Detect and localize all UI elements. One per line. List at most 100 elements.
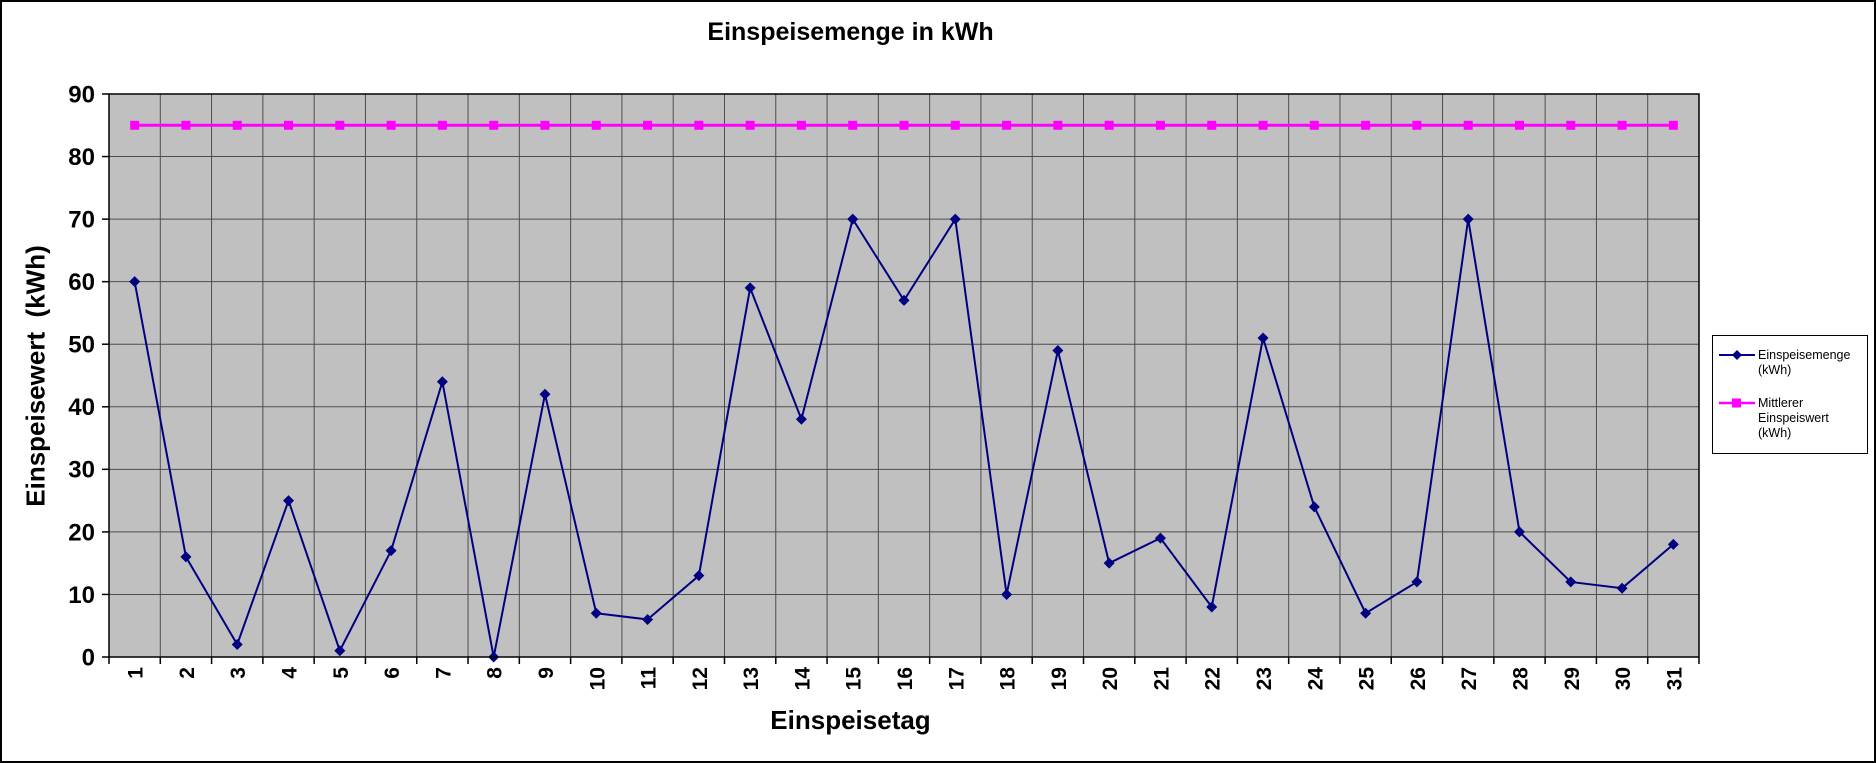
data-point-square-mittlerer-einspeiswert [1207, 120, 1217, 130]
x-tick-label: 21 [1150, 667, 1173, 691]
data-point-square-mittlerer-einspeiswert [1617, 120, 1627, 130]
chart-title: Einspeisemenge in kWh [707, 18, 994, 46]
x-axis-title: Einspeisetag [770, 705, 931, 735]
y-tick-label: 40 [68, 394, 95, 421]
data-point-square-mittlerer-einspeiswert [1514, 120, 1524, 130]
y-tick-label: 70 [68, 207, 95, 234]
x-tick-label: 12 [689, 667, 712, 690]
x-tick-label: 10 [586, 667, 609, 690]
x-tick-label: 22 [1202, 667, 1225, 690]
data-point-diamond-einspeisemenge [1667, 538, 1679, 550]
data-point-diamond-einspeisemenge [180, 551, 192, 563]
data-point-diamond-einspeisemenge [1154, 532, 1166, 544]
data-point-square-mittlerer-einspeiswert [950, 120, 960, 130]
x-tick-label: 25 [1356, 667, 1379, 691]
x-tick-label: 5 [330, 667, 353, 679]
data-point-square-mittlerer-einspeiswert [181, 120, 191, 130]
data-point-diamond-einspeisemenge [1001, 588, 1013, 600]
data-point-diamond-einspeisemenge [1616, 582, 1628, 594]
data-point-diamond-einspeisemenge [693, 570, 705, 582]
data-point-diamond-einspeisemenge [385, 545, 397, 557]
data-point-diamond-einspeisemenge [1308, 501, 1320, 513]
y-tick-label: 0 [82, 644, 95, 671]
legend-entry-einspeisemenge: Einspeisemenge (kWh) [1719, 348, 1863, 378]
x-tick-label: 1 [125, 667, 148, 679]
data-point-diamond-einspeisemenge [436, 376, 448, 388]
data-point-square-mittlerer-einspeiswert [1566, 120, 1576, 130]
legend-label-einspeisemenge: Einspeisemenge (kWh) [1758, 348, 1851, 377]
x-tick-label: 4 [279, 667, 302, 679]
data-point-square-mittlerer-einspeiswert [899, 120, 909, 130]
data-point-diamond-einspeisemenge [1257, 332, 1269, 344]
data-point-square-mittlerer-einspeiswert [745, 120, 755, 130]
data-point-diamond-einspeisemenge [1565, 576, 1577, 588]
x-tick-label: 6 [381, 667, 404, 679]
x-tick-label: 18 [997, 667, 1020, 691]
data-point-diamond-einspeisemenge [334, 645, 346, 657]
data-point-square-mittlerer-einspeiswert [1412, 120, 1422, 130]
x-tick-label: 14 [791, 667, 814, 691]
data-point-square-mittlerer-einspeiswert [540, 120, 550, 130]
data-point-diamond-einspeisemenge [847, 213, 859, 225]
data-point-diamond-einspeisemenge [642, 613, 654, 625]
x-tick-label: 30 [1612, 667, 1635, 690]
data-point-diamond-einspeisemenge [744, 282, 756, 294]
x-tick-label: 27 [1458, 667, 1481, 690]
plot-background [109, 94, 1699, 657]
x-tick-label: 24 [1304, 667, 1327, 691]
y-tick-label: 60 [68, 269, 95, 296]
data-point-square-mittlerer-einspeiswert [386, 120, 396, 130]
x-tick-label: 28 [1509, 667, 1532, 691]
x-tick-label: 29 [1561, 667, 1584, 690]
x-tick-label: 13 [740, 667, 763, 690]
data-point-square-mittlerer-einspeiswert [1155, 120, 1165, 130]
x-tick-label: 20 [1099, 667, 1122, 690]
data-point-square-mittlerer-einspeiswert [284, 120, 294, 130]
x-tick-label: 26 [1407, 667, 1430, 690]
y-tick-label: 10 [68, 582, 95, 609]
data-point-diamond-einspeisemenge [1052, 344, 1064, 356]
data-point-square-mittlerer-einspeiswert [1463, 120, 1473, 130]
data-point-square-mittlerer-einspeiswert [591, 120, 601, 130]
x-tick-label: 31 [1663, 667, 1686, 691]
data-point-square-mittlerer-einspeiswert [1258, 120, 1268, 130]
x-tick-label: 8 [484, 667, 507, 679]
data-point-diamond-einspeisemenge [1513, 526, 1525, 538]
plot-border [108, 93, 1700, 658]
data-point-square-mittlerer-einspeiswert [643, 120, 653, 130]
data-point-square-mittlerer-einspeiswert [848, 120, 858, 130]
data-point-square-mittlerer-einspeiswert [796, 120, 806, 130]
data-point-diamond-einspeisemenge [898, 294, 910, 306]
x-tick-label: 16 [894, 667, 917, 690]
data-point-diamond-einspeisemenge [129, 276, 141, 288]
data-point-diamond-einspeisemenge [1360, 607, 1372, 619]
x-tick-label: 7 [432, 667, 455, 679]
data-point-square-mittlerer-einspeiswert [489, 120, 499, 130]
data-point-diamond-einspeisemenge [231, 638, 243, 650]
data-point-square-mittlerer-einspeiswert [1104, 120, 1114, 130]
y-tick-label: 80 [68, 144, 95, 171]
data-point-diamond-einspeisemenge [1206, 601, 1218, 613]
x-tick-label: 15 [843, 667, 866, 691]
y-tick-label: 20 [68, 519, 95, 546]
legend-marker-line-square-icon [1719, 398, 1755, 408]
x-tick-label: 3 [227, 667, 250, 679]
legend-entry-mittlerer-einspeiswert: Mittlerer Einspeiswert (kWh) [1719, 396, 1863, 441]
legend: Einspeisemenge (kWh) Mittlerer Einspeisw… [1712, 335, 1868, 454]
x-tick-label: 11 [638, 667, 661, 690]
data-point-square-mittlerer-einspeiswert [1309, 120, 1319, 130]
data-point-square-mittlerer-einspeiswert [335, 120, 345, 130]
data-point-diamond-einspeisemenge [795, 413, 807, 425]
y-tick-label: 50 [68, 332, 95, 359]
y-tick-label: 30 [68, 457, 95, 484]
y-axis-title: Einspeisewert (kWh) [20, 245, 51, 507]
data-point-square-mittlerer-einspeiswert [694, 120, 704, 130]
x-tick-label: 9 [535, 667, 558, 679]
data-point-diamond-einspeisemenge [1462, 213, 1474, 225]
data-point-square-mittlerer-einspeiswert [1053, 120, 1063, 130]
data-point-square-mittlerer-einspeiswert [437, 120, 447, 130]
data-point-diamond-einspeisemenge [539, 388, 551, 400]
legend-marker-line-diamond-icon [1719, 350, 1755, 360]
